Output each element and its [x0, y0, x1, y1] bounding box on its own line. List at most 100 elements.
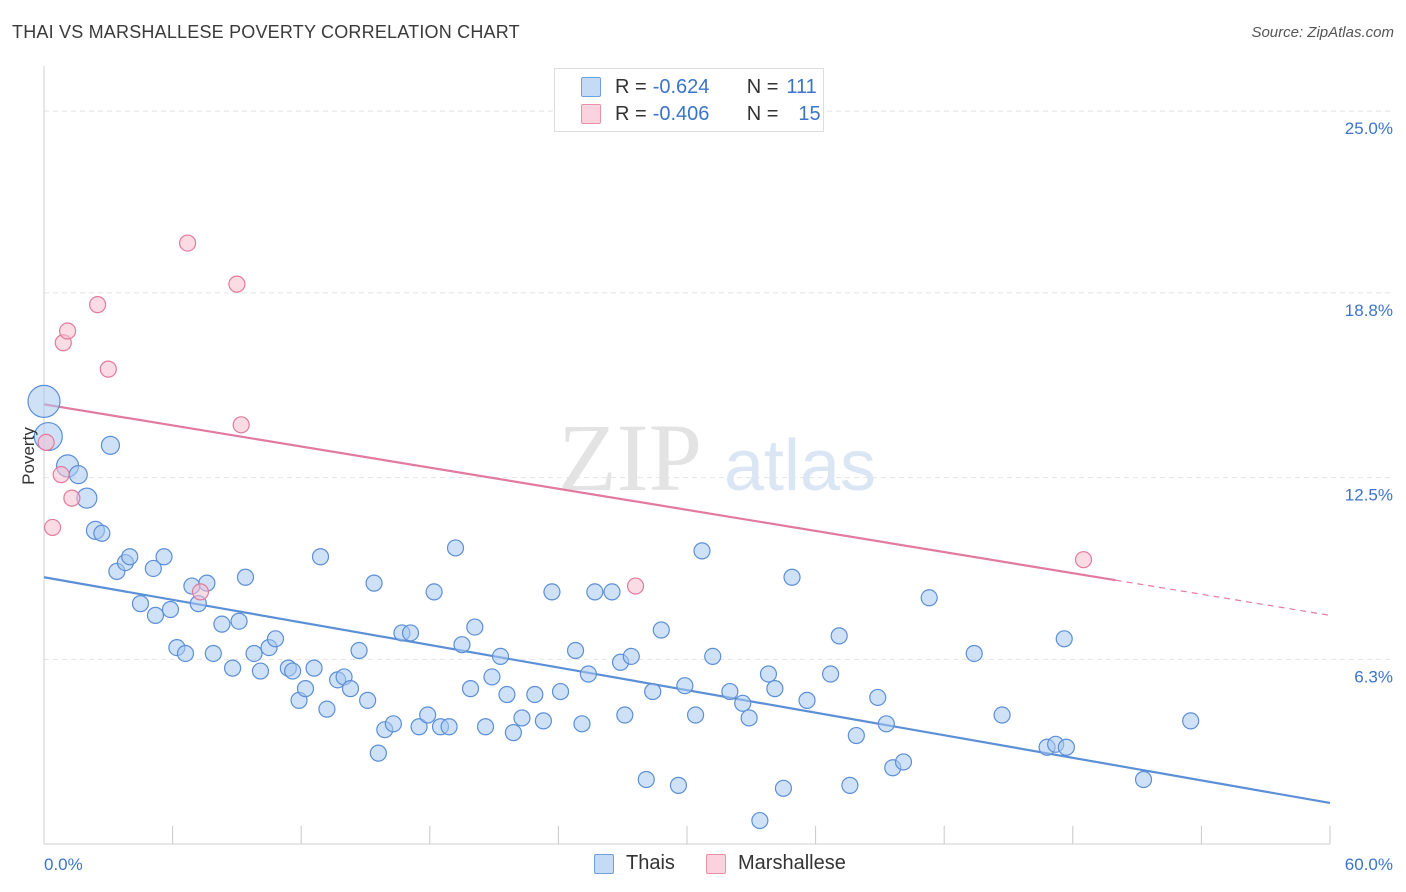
- point-thais-14: [155, 548, 173, 566]
- point-marshallese-2: [52, 466, 70, 484]
- legend-item-thais[interactable]: Thais: [594, 852, 675, 875]
- point-thais-105: [1057, 738, 1075, 756]
- point-thais-25: [236, 568, 255, 586]
- point-marshallese-1: [43, 518, 62, 537]
- point-thais-26: [245, 644, 263, 663]
- legend-swatch-thais: [594, 853, 614, 874]
- point-thais-40: [350, 641, 368, 660]
- point-thais-22: [213, 615, 231, 633]
- point-thais-106: [1055, 630, 1073, 648]
- trend-extension-marshallese: [1115, 579, 1331, 616]
- point-marshallese-5: [63, 489, 81, 507]
- point-thais-43: [369, 744, 387, 762]
- point-thais-71: [603, 583, 621, 601]
- point-thais-83: [721, 682, 739, 701]
- y-tick-label-1: 12.5%: [1345, 486, 1393, 505]
- point-thais-66: [551, 682, 570, 701]
- point-thais-67: [566, 641, 585, 660]
- point-thais-34: [305, 659, 323, 677]
- point-thais-95: [847, 726, 865, 745]
- point-thais-24: [230, 612, 248, 630]
- point-marshallese-8: [179, 234, 197, 252]
- legend-label-thais: Thais: [626, 852, 675, 874]
- legend-n-label: N =: [746, 75, 779, 98]
- y-axis-label: Poverty: [19, 427, 38, 485]
- point-marshallese-12: [626, 577, 645, 595]
- point-thais-23: [224, 659, 242, 677]
- point-thais-92: [822, 665, 840, 683]
- point-thais-77: [652, 621, 670, 639]
- point-thais-39: [341, 680, 360, 698]
- point-thais-65: [543, 583, 561, 601]
- point-thais-48: [410, 718, 428, 736]
- point-thais-58: [483, 668, 501, 686]
- point-thais-13: [146, 606, 165, 624]
- point-thais-55: [461, 680, 480, 698]
- legend-row-marshallese: R = -0.406 N = 15: [581, 102, 821, 126]
- point-thais-50: [425, 583, 443, 601]
- y-tick-label-0: 6.3%: [1354, 667, 1393, 686]
- point-thais-17: [176, 644, 195, 663]
- y-tick-label-2: 18.8%: [1345, 301, 1393, 320]
- point-thais-41: [359, 691, 377, 709]
- point-thais-99: [894, 753, 913, 771]
- chart-title: THAI VS MARSHALLESE POVERTY CORRELATION …: [12, 22, 520, 42]
- legend-swatch-marshallese: [581, 104, 601, 124]
- legend-r-label: R =: [615, 75, 647, 98]
- point-thais-94: [841, 776, 859, 794]
- point-thais-64: [534, 712, 552, 730]
- point-thais-60: [498, 685, 516, 704]
- point-thais-108: [1182, 712, 1200, 730]
- point-marshallese-9: [191, 583, 210, 601]
- point-thais-57: [476, 718, 495, 736]
- point-thais-36: [318, 700, 336, 718]
- point-thais-7: [100, 435, 121, 455]
- axes: [43, 66, 1331, 845]
- point-thais-82: [704, 647, 722, 665]
- x-tick-label-min: 0.0%: [44, 855, 83, 874]
- point-thais-78: [669, 776, 688, 794]
- legend-row-thais: R = -0.624 N = 111: [581, 75, 817, 99]
- y-tick-label-3: 25.0%: [1345, 119, 1393, 138]
- watermark-zip: ZIP: [558, 404, 702, 511]
- point-thais-73: [616, 706, 634, 724]
- point-marshallese-13: [1074, 551, 1093, 569]
- legend-n-value: 15: [798, 102, 821, 125]
- watermark: ZIP atlas: [558, 404, 876, 511]
- point-thais-80: [686, 706, 705, 724]
- point-thais-85: [740, 709, 758, 727]
- point-thais-62: [513, 709, 531, 727]
- point-thais-81: [693, 542, 711, 560]
- point-thais-69: [579, 665, 598, 683]
- legend-swatch-thais: [581, 77, 601, 97]
- point-thais-12: [144, 559, 162, 578]
- point-thais-86: [751, 811, 769, 830]
- point-thais-54: [453, 636, 471, 654]
- point-thais-21: [204, 644, 222, 663]
- legend-r-label: R =: [615, 102, 647, 125]
- point-thais-89: [774, 779, 793, 797]
- point-thais-96: [869, 688, 887, 707]
- tick-labels: 6.3% 12.5% 18.8% 25.0% 0.0% 60.0%: [44, 119, 1393, 874]
- stats-legend: R = -0.624 N = 111 R = -0.406 N = 15: [554, 68, 824, 132]
- point-thais-35: [311, 548, 330, 566]
- point-thais-15: [161, 600, 180, 619]
- point-thais-68: [573, 715, 591, 733]
- point-thais-29: [266, 630, 285, 648]
- point-thais-93: [830, 627, 848, 645]
- legend-item-marshallese[interactable]: Marshallese: [706, 852, 846, 875]
- series-legend: Thais Marshallese: [0, 852, 1406, 878]
- point-thais-56: [466, 618, 484, 636]
- point-thais-59: [491, 647, 510, 665]
- point-thais-6: [93, 524, 111, 542]
- point-thais-91: [798, 691, 816, 709]
- point-thais-61: [504, 724, 522, 742]
- point-thais-53: [446, 539, 465, 557]
- legend-r-value: -0.406: [652, 102, 710, 125]
- point-marshallese-6: [88, 296, 107, 314]
- points: [27, 234, 1200, 830]
- point-thais-100: [920, 589, 938, 607]
- point-marshallese-4: [58, 322, 77, 340]
- point-thais-49: [419, 706, 437, 724]
- watermark-atlas: atlas: [724, 426, 876, 506]
